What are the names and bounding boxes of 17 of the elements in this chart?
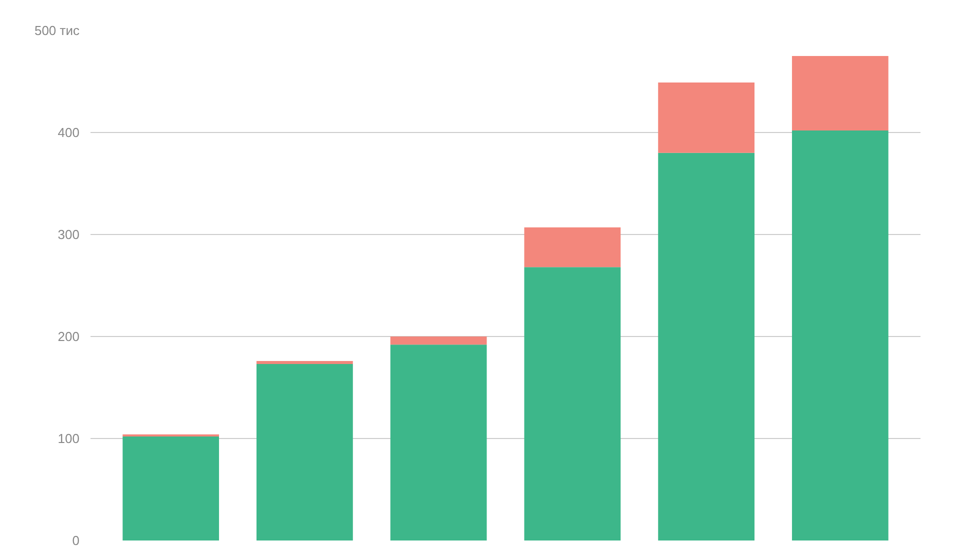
y-tick-label: 0 <box>72 533 80 548</box>
bar <box>122 436 220 540</box>
y-tick-label: 500 тис <box>34 23 80 38</box>
bar <box>792 130 888 540</box>
bar <box>658 152 754 540</box>
y-tick-label: 300 <box>58 227 80 242</box>
bar <box>524 227 621 268</box>
bar <box>792 56 888 130</box>
bar <box>256 360 353 364</box>
bar <box>390 344 487 540</box>
y-tick-label: 200 <box>58 329 80 344</box>
y-tick-label: 100 <box>58 431 80 446</box>
bar <box>524 267 621 540</box>
bar <box>390 336 487 345</box>
y-tick-label: 400 <box>58 125 80 140</box>
bar <box>658 82 754 153</box>
bar <box>256 364 353 540</box>
